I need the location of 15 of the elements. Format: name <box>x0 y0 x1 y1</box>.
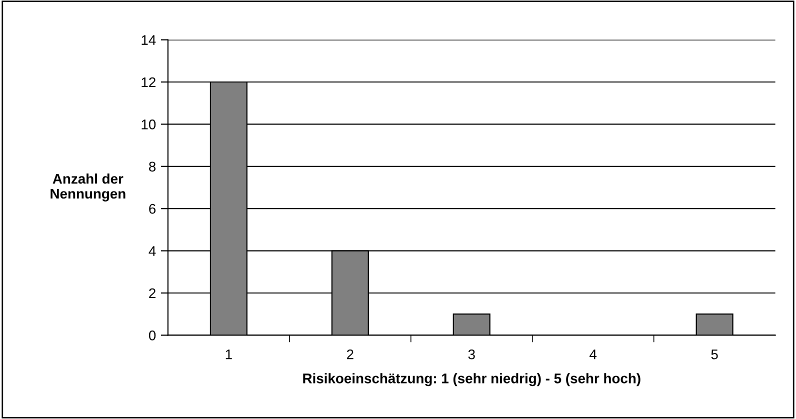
y-tick-label: 6 <box>149 204 156 214</box>
x-tick-label: 5 <box>711 350 718 360</box>
x-tick-label: 1 <box>226 350 232 360</box>
y-tick-label: 12 <box>142 77 156 88</box>
y-tick-label: 8 <box>149 162 156 172</box>
y-tick-label: 14 <box>142 35 156 45</box>
x-tick-label: 2 <box>346 349 354 360</box>
x-tick-label: 3 <box>468 349 475 360</box>
y-tick-label: 10 <box>142 120 156 130</box>
y-axis-title: Anzahl der Nennungen <box>50 174 126 202</box>
x-axis-title: Risikoeinschätzung: 1 (sehr niedrig) - 5 (sehr hoch) <box>303 373 640 386</box>
y-tick-label: 2 <box>149 288 156 298</box>
x-tick-label: 4 <box>590 350 597 360</box>
y-tick-label: 0 <box>148 330 156 340</box>
y-tick-label: 4 <box>148 246 156 256</box>
